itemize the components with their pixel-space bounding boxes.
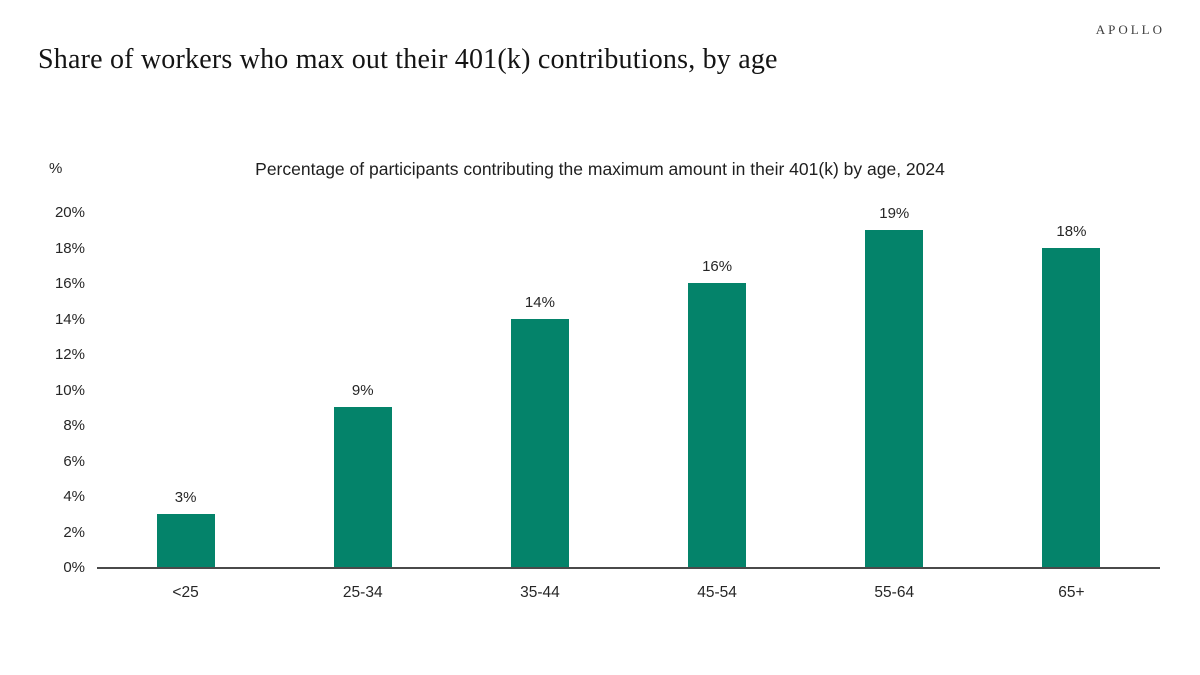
chart-subtitle: Percentage of participants contributing … xyxy=(255,159,945,179)
bar-value-label: 18% xyxy=(1056,222,1087,240)
y-axis-tick-label: 10% xyxy=(54,381,85,399)
x-axis-tick-label: 25-34 xyxy=(342,584,383,601)
y-axis-tick-label: 0% xyxy=(63,559,85,576)
bar-value-label: 16% xyxy=(702,258,733,275)
bar xyxy=(510,318,569,567)
x-axis-tick-label: 35-44 xyxy=(520,584,560,601)
x-axis-tick-label: <25 xyxy=(172,584,199,601)
bar-value-label: 14% xyxy=(524,293,555,311)
y-axis-tick-label: 8% xyxy=(63,417,85,434)
bar xyxy=(333,407,392,567)
page-title: Share of workers who max out their 401(k… xyxy=(38,44,778,75)
bar-value-label: 9% xyxy=(351,382,374,400)
bar xyxy=(865,229,924,567)
y-axis-tick-label: 6% xyxy=(63,452,85,470)
x-axis-tick-label: 55-64 xyxy=(874,584,915,601)
y-axis-tick-label: 18% xyxy=(54,239,85,257)
y-axis-tick-label: 12% xyxy=(54,346,85,363)
bar xyxy=(688,283,747,567)
y-axis-tick-label: 4% xyxy=(63,488,85,505)
x-axis-line xyxy=(97,567,1160,569)
y-axis-tick-label: 14% xyxy=(54,310,85,328)
y-axis-tick-label: 2% xyxy=(63,523,85,541)
bar-value-label: 19% xyxy=(879,204,910,222)
x-axis-tick-label: 65+ xyxy=(1058,584,1085,601)
bar xyxy=(1042,247,1101,567)
y-axis-tick-label: 16% xyxy=(54,275,85,292)
brand-logo: APOLLO xyxy=(1095,22,1165,37)
bar-value-label: 3% xyxy=(174,488,197,506)
y-axis-unit-label: % xyxy=(49,160,63,177)
bar xyxy=(156,513,215,567)
x-axis-tick-label: 45-54 xyxy=(697,584,737,601)
y-axis-tick-label: 20% xyxy=(54,204,85,221)
